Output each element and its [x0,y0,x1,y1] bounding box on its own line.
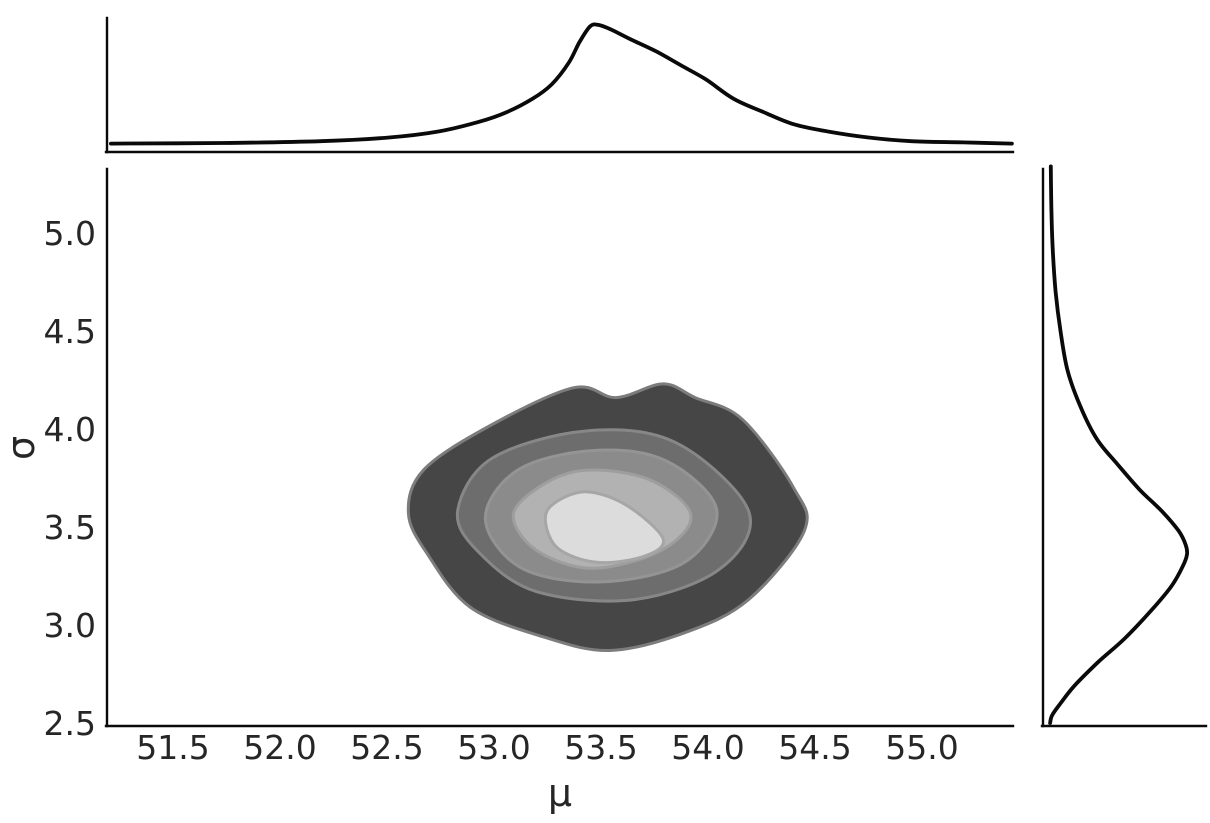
x-tick-label: 52.5 [350,728,423,767]
sigma-density-curve [1048,164,1190,725]
x-tick-labels: 51.5 52.0 52.5 53.0 53.5 54.0 54.5 55.0 [136,728,958,767]
y-axis-label: σ [0,436,43,460]
top-marginal-axes [104,16,1015,154]
contour-level-5 [543,490,666,565]
x-axis-label: μ [548,771,572,815]
x-tick-label: 51.5 [136,728,209,767]
x-tick-label: 53.5 [564,728,637,767]
density-contours [406,382,809,653]
x-tick-label: 53.0 [457,728,530,767]
y-tick-label: 3.0 [44,606,96,645]
main-axes: 51.5 52.0 52.5 53.0 53.5 54.0 54.5 55.0 … [0,167,1015,815]
y-tick-labels: 5.0 4.5 4.0 3.5 3.0 2.5 [44,214,96,743]
y-tick-label: 3.5 [44,508,96,547]
x-tick-label: 54.0 [671,728,744,767]
y-tick-label: 2.5 [44,704,96,743]
mu-density-curve [109,22,1014,146]
y-tick-label: 4.0 [44,410,96,449]
x-tick-label: 54.5 [778,728,851,767]
x-tick-label: 52.0 [243,728,316,767]
x-tick-label: 55.0 [885,728,958,767]
right-marginal-axes [1040,164,1208,728]
y-tick-label: 5.0 [44,214,96,253]
y-tick-label: 4.5 [44,312,96,351]
